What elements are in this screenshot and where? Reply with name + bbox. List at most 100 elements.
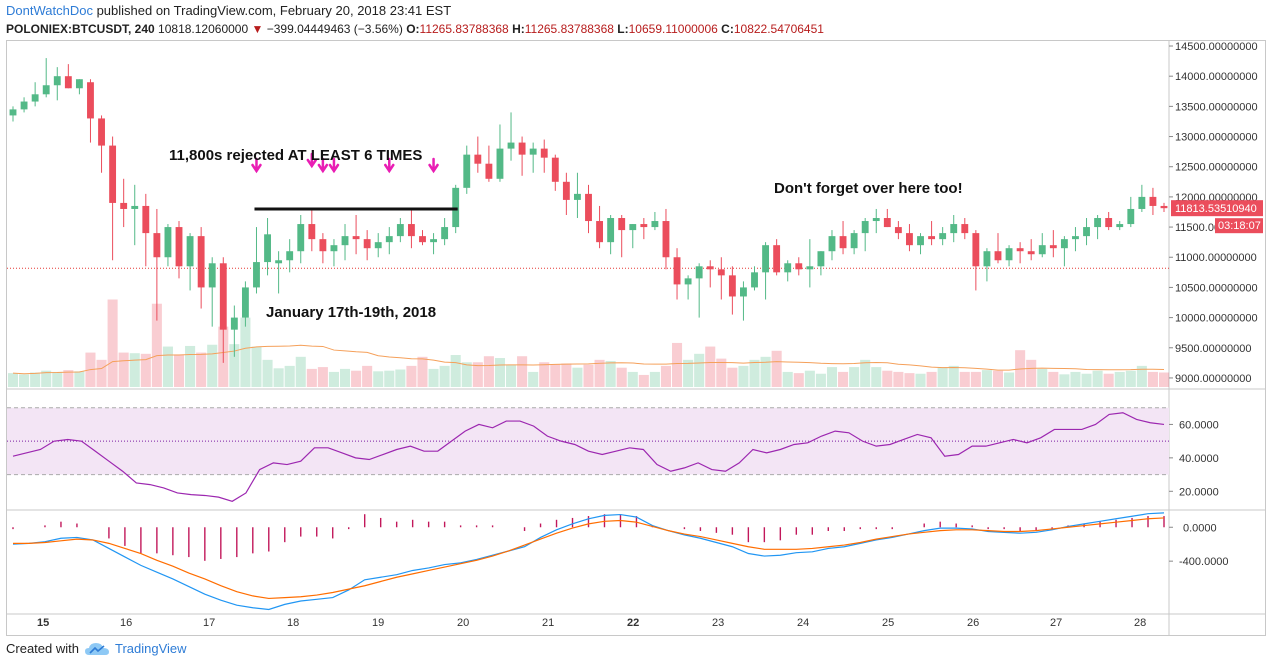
volume-bar: [52, 371, 63, 387]
volume-bar: [970, 371, 981, 387]
volume-bar: [926, 371, 937, 387]
volume-bar: [30, 372, 41, 387]
author-link[interactable]: DontWatchDoc: [6, 3, 93, 18]
candle-body: [784, 263, 792, 273]
candle-body: [928, 236, 936, 240]
candle-body: [175, 227, 183, 267]
volume-bar: [494, 358, 505, 387]
candle-body: [275, 260, 283, 264]
candle-body: [463, 154, 471, 188]
volume-bar: [74, 371, 85, 387]
candle-body: [308, 224, 316, 240]
volume-bar: [118, 352, 129, 387]
candle-body: [551, 157, 559, 182]
candle-body: [286, 251, 294, 261]
last-price: 10818.12060000: [158, 22, 249, 36]
candle-body: [53, 76, 61, 86]
x-axis-label: 28: [1134, 617, 1146, 629]
candle-body: [961, 224, 969, 234]
candle-body: [1027, 251, 1035, 255]
volume-bar: [683, 359, 694, 387]
candle-body: [507, 142, 515, 149]
candle-body: [1005, 248, 1013, 261]
volume-bar: [41, 370, 52, 387]
x-axis-label: 19: [372, 617, 384, 629]
volume-bar: [594, 359, 605, 387]
candle-body: [441, 227, 449, 240]
volume-bar: [1092, 370, 1103, 387]
volume-bar: [505, 364, 517, 387]
volume-bar: [450, 355, 461, 387]
volume-bar: [207, 344, 218, 387]
volume-ma-line: [12, 344, 1165, 375]
candle-body: [1138, 196, 1146, 209]
high-value: 11265.83788368: [524, 22, 614, 36]
volume-bar: [140, 353, 151, 387]
volume-bar: [406, 365, 417, 387]
candle-body: [341, 236, 349, 246]
volume-bar: [893, 371, 904, 387]
x-axis-label: 23: [712, 617, 724, 629]
candle-body: [950, 224, 958, 234]
volume-bar: [1125, 370, 1136, 387]
rsi-band: [7, 407, 1169, 475]
candle-body: [917, 236, 924, 246]
candle-body: [330, 245, 338, 252]
volume-bar: [793, 373, 804, 387]
volume-bar: [417, 356, 428, 387]
candle-body: [717, 269, 725, 276]
price-tick-label: 10500.00000000: [1175, 282, 1258, 294]
candle-body: [585, 193, 592, 222]
candle-body: [673, 257, 681, 285]
candle-body: [529, 148, 537, 155]
candle-body: [64, 76, 72, 89]
tradingview-link[interactable]: TradingView: [114, 641, 187, 656]
volume-bar: [107, 299, 118, 387]
annotation-dont-forget: Don't forget over here too!: [774, 180, 963, 197]
chart-canvas[interactable]: 14500.00000000 14000.00000000 13500.000000…: [7, 41, 1265, 635]
candle-body: [972, 233, 980, 267]
candle-body: [629, 224, 637, 231]
annotation-arrow-icon: [384, 157, 395, 174]
volume-bar: [815, 373, 826, 387]
volume-bar: [439, 365, 450, 387]
volume-bar: [826, 367, 838, 387]
candle-body: [684, 278, 692, 285]
volume-bar: [782, 371, 793, 387]
candle-body: [20, 101, 28, 110]
volume-bar: [151, 303, 162, 387]
candle-body: [1105, 218, 1113, 228]
candle-body: [419, 236, 426, 243]
volume-bar: [838, 371, 849, 387]
volume-bar: [871, 367, 882, 387]
volume-bar: [262, 359, 273, 387]
x-axis-label: 16: [120, 617, 132, 629]
candle-body: [773, 245, 781, 273]
volume-bar: [638, 374, 649, 387]
volume-bar: [284, 365, 295, 387]
candle-body: [1072, 236, 1079, 240]
volume-bar: [1026, 359, 1037, 387]
candle-body: [1116, 224, 1124, 228]
volume-bar: [317, 367, 328, 387]
candle-body: [9, 109, 17, 116]
volume-bar: [472, 362, 483, 387]
macd-tick-label: -400.0000: [1179, 556, 1229, 568]
price-tick-label: 9000.00000000: [1175, 373, 1251, 385]
candle-body: [706, 266, 714, 270]
candle-body: [142, 205, 150, 234]
volume-bar: [196, 352, 207, 387]
low-label: L:: [617, 22, 629, 36]
candle-body: [751, 272, 758, 288]
candle-body: [396, 224, 404, 237]
candle-body: [518, 142, 526, 155]
candle-body: [374, 242, 382, 249]
low-value: 10659.11000006: [628, 22, 718, 36]
volume-bar: [273, 368, 284, 387]
candle-body: [42, 85, 50, 95]
last-price-label: 11813.53510940: [1175, 203, 1257, 215]
chart-frame[interactable]: 14500.00000000 14000.00000000 13500.000000…: [6, 40, 1266, 636]
candle-body: [872, 218, 880, 222]
volume-bar: [716, 358, 727, 387]
annotation-arrow-icon: [328, 157, 340, 174]
